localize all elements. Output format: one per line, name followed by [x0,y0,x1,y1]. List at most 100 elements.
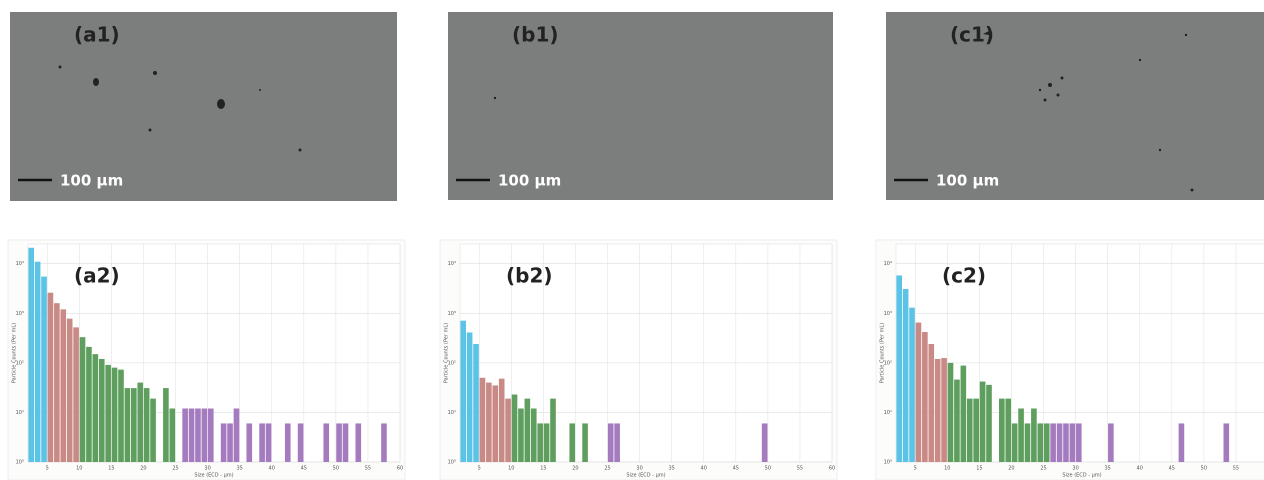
bar [86,347,92,462]
bar [1108,423,1114,462]
bar [99,359,105,462]
y-tick-label: 10⁰ [884,460,892,466]
bar [973,399,979,462]
bar [909,308,915,462]
bar [986,385,992,462]
y-tick-label: 10¹ [448,410,456,416]
bar [961,366,967,462]
bar [381,423,387,462]
x-tick-label: 60 [829,466,835,472]
bar [544,423,550,462]
bar [954,380,960,462]
y-tick-label: 10⁰ [16,460,24,466]
bar [131,388,137,462]
x-tick-label: 15 [108,466,114,472]
x-tick-label: 35 [668,466,674,472]
y-tick-label: 10⁰ [448,460,456,466]
x-tick-label: 5 [478,466,481,472]
bar [356,423,362,462]
bar [1012,423,1018,462]
x-tick-label: 10 [76,466,82,472]
bar [163,388,169,462]
bar [137,383,143,462]
bar [1063,423,1069,462]
bar [486,383,492,462]
bar [118,370,124,462]
x-tick-label: 5 [46,466,49,472]
bar [323,423,329,462]
x-tick-label: 15 [976,466,982,472]
bar [935,359,941,462]
x-tick-label: 20 [140,466,146,472]
bar [1050,423,1056,462]
bar [1038,423,1044,462]
bar [195,409,201,462]
bar [480,378,486,462]
bar [336,423,342,462]
bar [35,262,41,462]
y-tick-label: 10⁴ [16,261,24,267]
x-tick-label: 35 [1104,466,1110,472]
x-tick-label: 25 [604,466,610,472]
y-axis-label: Particle Counts (Per mL) [880,323,886,383]
panel-label: (c1) [950,23,994,47]
bar [762,423,768,462]
bar [525,399,531,462]
bar [125,388,131,462]
x-tick-label: 10 [508,466,514,472]
y-tick-label: 10¹ [16,410,24,416]
x-tick-label: 30 [204,466,210,472]
bar [234,409,240,462]
bar [1005,399,1011,462]
bar [28,248,34,462]
x-tick-label: 50 [765,466,771,472]
bar [505,399,511,462]
bar [928,344,934,462]
bar [112,368,118,462]
bar [48,293,54,462]
y-axis-label: Particle Counts (Per mL) [12,323,18,383]
chart-title: (c2) [942,264,986,288]
x-tick-label: 45 [301,466,307,472]
bar [170,409,176,462]
chart-title: (a2) [74,264,120,288]
y-tick-label: 10³ [448,311,456,317]
bar [980,382,986,462]
scale-bar-label: 100 µm [60,172,123,190]
bar [93,354,99,462]
bar [492,385,498,462]
bar [189,409,195,462]
x-tick-label: 5 [914,466,917,472]
bar [208,409,214,462]
x-axis-label: Size (ECD - µm) [1062,473,1101,479]
bar [246,423,252,462]
bar [569,423,575,462]
bar [512,395,518,462]
bar [1057,423,1063,462]
x-tick-label: 40 [701,466,707,472]
bar [922,332,928,462]
x-tick-label: 25 [1040,466,1046,472]
bar [80,337,86,462]
bar [182,409,188,462]
bar [903,289,909,462]
x-tick-label: 30 [1072,466,1078,472]
bar [73,327,79,462]
scale-bar-label: 100 µm [936,172,999,190]
bar [1018,409,1024,462]
bar [343,423,349,462]
x-tick-label: 50 [333,466,339,472]
y-tick-label: 10³ [16,311,24,317]
bar [54,303,60,462]
bar [67,319,73,462]
bar [105,365,111,462]
bar [285,423,291,462]
bar [144,388,150,462]
x-tick-label: 55 [1233,466,1239,472]
bar [467,332,473,462]
y-tick-label: 10⁴ [884,261,892,267]
y-tick-label: 10⁴ [448,261,456,267]
scale-bar-label: 100 µm [498,172,561,190]
bar [1224,423,1230,462]
bar [1025,423,1031,462]
